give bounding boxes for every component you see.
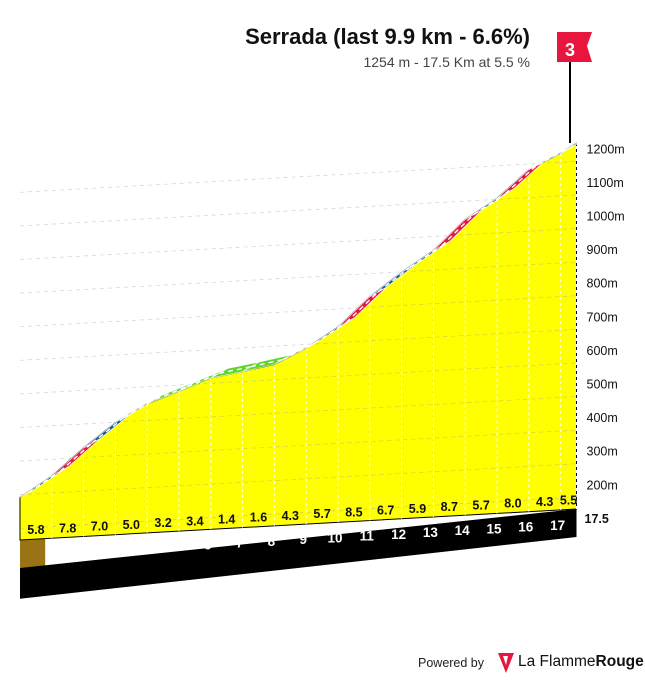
km-label: 1 xyxy=(45,546,53,561)
km-label: 6 xyxy=(204,537,212,552)
km-label: 15 xyxy=(486,521,502,536)
elevation-grid-line xyxy=(19,496,577,529)
road-centerline xyxy=(441,214,475,247)
climb-subtitle: 1254 m - 17.5 Km at 5.5 % xyxy=(363,54,530,70)
elevation-tick-label: 400m xyxy=(587,411,618,425)
elevation-tick-label: 600m xyxy=(587,344,618,358)
elevation-grid-line xyxy=(19,396,577,428)
elevation-grid-line xyxy=(19,160,577,193)
gradient-label: 5.5 xyxy=(560,493,577,507)
road-centerline xyxy=(504,164,538,195)
km-label: 4 xyxy=(140,541,148,556)
profile-labels-layer: 200m300m400m500m600m700m800m900m1000m110… xyxy=(27,142,625,561)
gradient-label: 8.5 xyxy=(345,505,362,519)
elevation-tick-label: 1000m xyxy=(587,210,625,224)
gradient-label: 5.8 xyxy=(27,523,44,537)
gradient-label: 1.4 xyxy=(218,512,235,526)
road-centerline xyxy=(250,358,283,368)
km-label: 3 xyxy=(109,543,117,558)
flag-banner xyxy=(557,32,592,62)
gradient-label: 6.7 xyxy=(377,504,394,518)
end-km-label: 17.5 xyxy=(585,512,609,526)
gradient-label: 7.0 xyxy=(91,520,108,534)
elevation-grid-line xyxy=(19,228,577,260)
km-label: 8 xyxy=(268,534,276,549)
km-label: 17 xyxy=(550,518,565,533)
gradient-label: 3.4 xyxy=(186,514,203,528)
km-label: 7 xyxy=(236,536,244,551)
flag-label: 3 xyxy=(565,40,575,60)
road-centerline xyxy=(28,470,61,494)
road-centerline xyxy=(155,385,188,400)
gradient-label: 1.6 xyxy=(250,511,267,525)
elevation-grid-line xyxy=(19,362,577,395)
elevation-tick-label: 800m xyxy=(587,277,618,291)
elevation-tick-label: 1100m xyxy=(587,176,624,190)
finish-flag: 3 xyxy=(557,32,592,143)
profile-grid-layer xyxy=(19,143,577,539)
gradient-label: 7.8 xyxy=(59,521,76,535)
km-label: 12 xyxy=(391,527,406,542)
elevation-tick-label: 900m xyxy=(587,243,618,257)
road-centerline xyxy=(219,366,252,374)
road-centerline xyxy=(91,417,125,444)
profile-base-layer xyxy=(20,509,577,599)
elevation-tick-label: 1200m xyxy=(587,142,625,156)
brand-name: La FlammeRouge xyxy=(518,653,644,671)
road-centerline xyxy=(187,372,220,388)
brand-second: Rouge xyxy=(595,653,644,670)
gradient-label: 5.7 xyxy=(472,498,489,512)
elevation-tick-label: 700m xyxy=(587,310,618,324)
gradient-label: 5.7 xyxy=(313,507,330,521)
gradient-label: 4.3 xyxy=(282,509,299,523)
profile-road-layer xyxy=(19,133,594,498)
elevation-tick-label: 500m xyxy=(587,378,618,392)
elevation-grid-line xyxy=(19,463,577,496)
gradient-label: 4.3 xyxy=(536,495,553,509)
km-label: 2 xyxy=(77,544,85,559)
km-label: 5 xyxy=(172,539,180,554)
km-label: 10 xyxy=(327,530,342,545)
road-centerline xyxy=(59,442,93,472)
road-centerline xyxy=(345,291,379,323)
powered-by-label: Powered by xyxy=(418,656,485,670)
road-centerline xyxy=(377,266,411,293)
road-centerline xyxy=(314,321,347,344)
elevation-grid-line xyxy=(19,328,577,361)
km-label: 13 xyxy=(423,525,439,540)
elevation-grid-line xyxy=(19,429,577,462)
road-centerline xyxy=(409,245,443,269)
km-label: 16 xyxy=(518,520,534,535)
elevation-grid-line xyxy=(19,261,577,294)
km-label: 9 xyxy=(299,532,307,547)
elevation-tick-label: 300m xyxy=(587,445,618,459)
gradient-label: 5.9 xyxy=(409,502,426,516)
profile-base-strip xyxy=(20,509,577,599)
elevation-tick-label: 200m xyxy=(587,478,618,492)
elevation-grid-line xyxy=(19,194,577,227)
la-flamme-rouge-logo-icon xyxy=(498,653,514,673)
elevation-grid-line xyxy=(19,295,577,328)
gradient-label: 8.7 xyxy=(441,500,458,514)
road-centerline xyxy=(568,137,586,150)
brand-first: La Flamme xyxy=(518,653,596,670)
gradient-label: 8.0 xyxy=(504,497,521,511)
gradient-label: 5.0 xyxy=(123,518,140,532)
km-label: 14 xyxy=(455,523,471,538)
road-centerline xyxy=(473,193,506,216)
climb-title: Serrada (last 9.9 km - 6.6%) xyxy=(245,24,530,49)
gradient-label: 3.2 xyxy=(154,516,171,530)
km-label: 11 xyxy=(360,529,375,544)
